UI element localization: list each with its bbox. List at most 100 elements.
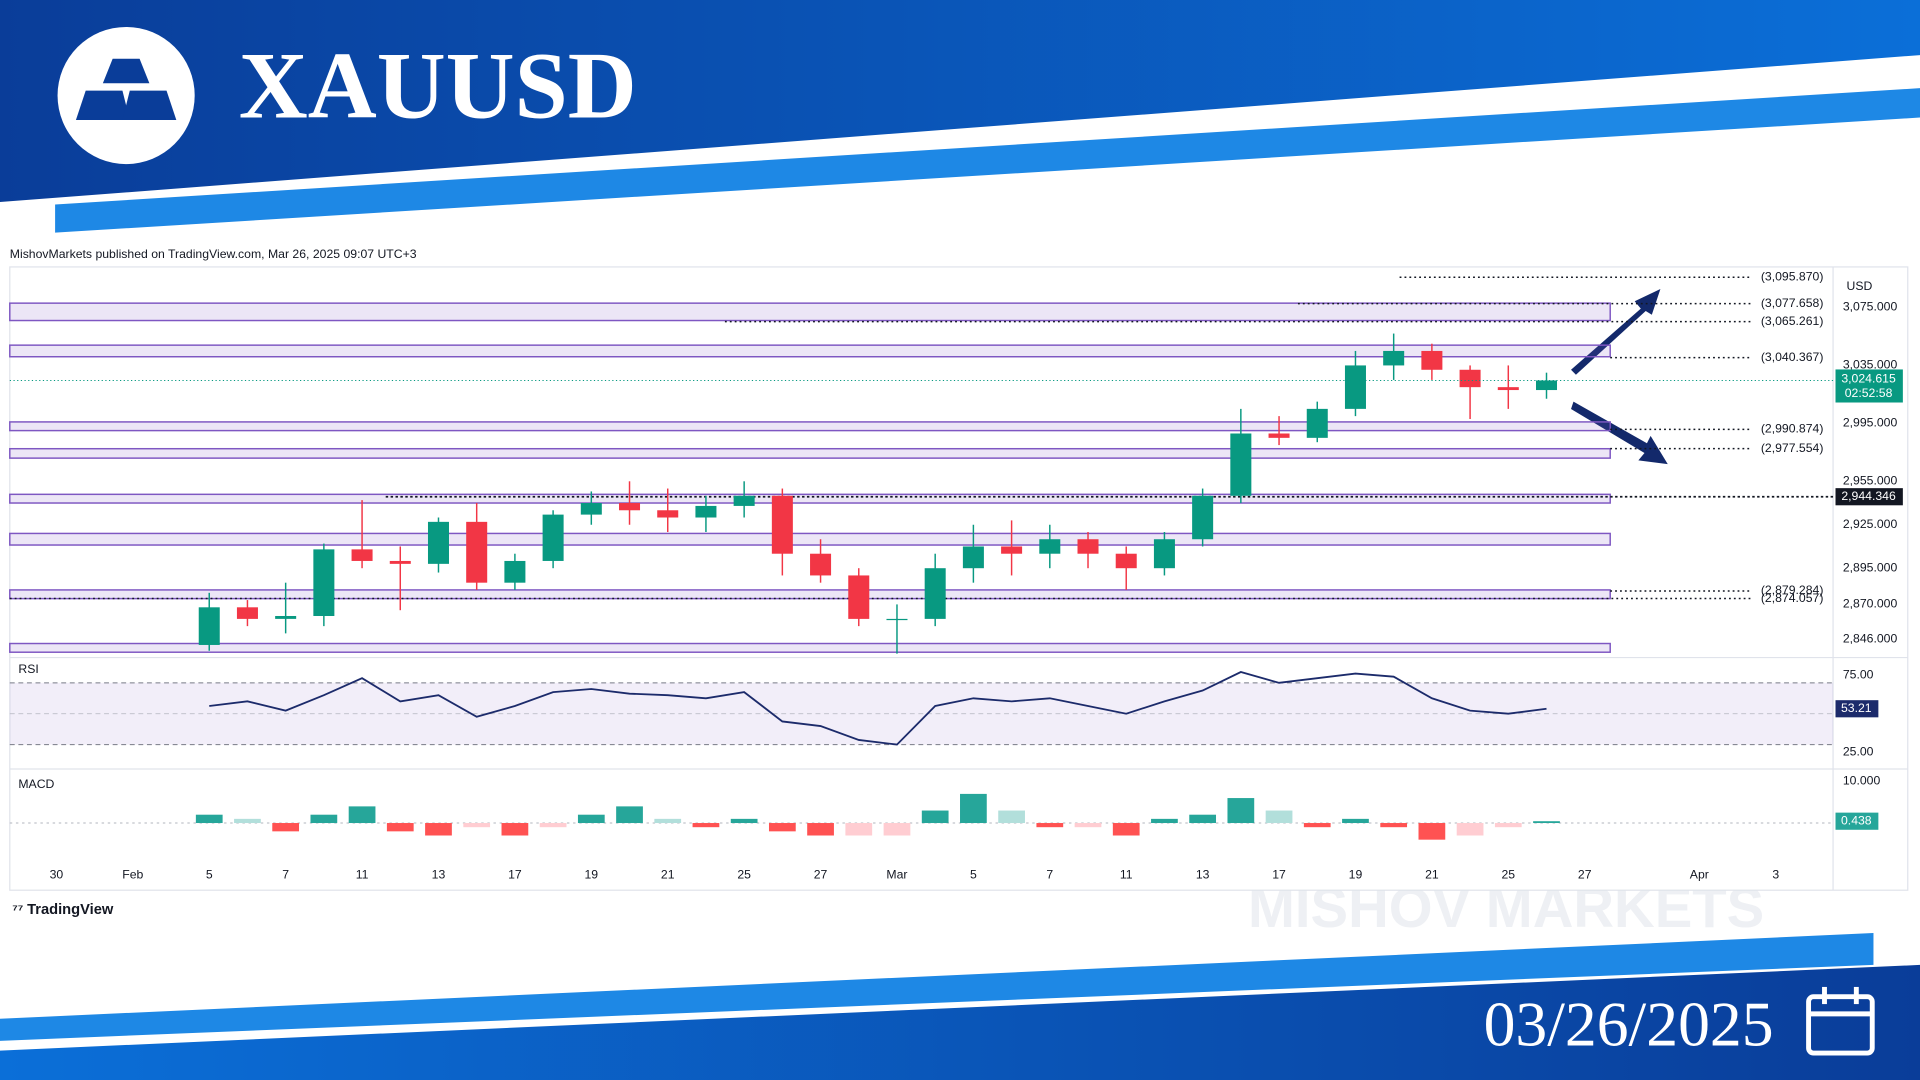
key-level-label: 2,944.346	[1841, 489, 1896, 503]
x-tick-label: 25	[1501, 868, 1515, 882]
brand: ⁷⁷ TradingView	[12, 901, 114, 917]
chart-frame	[9, 266, 1909, 891]
x-tick-label: 19	[585, 868, 599, 882]
candle-body	[313, 549, 335, 616]
y-tick-label: 3,075.000	[1843, 300, 1898, 314]
brand-name: TradingView	[27, 902, 114, 918]
logo	[57, 26, 195, 165]
macd-bar	[1342, 818, 1369, 824]
macd-bar	[1456, 823, 1484, 836]
macd-bar	[1112, 823, 1140, 836]
x-tick-label: 30	[50, 868, 64, 882]
calendar-icon	[1806, 986, 1875, 1056]
macd-bar	[1151, 818, 1178, 824]
level-label: (3,040.367)	[1761, 350, 1824, 364]
candle-body	[542, 514, 564, 561]
x-tick-label: Feb	[122, 868, 143, 882]
rsi-tick-label: 75.00	[1843, 667, 1874, 681]
level-label: (3,095.870)	[1761, 270, 1824, 284]
candle-body	[886, 618, 908, 621]
x-tick-label: 5	[206, 868, 213, 882]
macd-bar	[539, 823, 567, 828]
macd-bar	[654, 818, 682, 824]
macd-bar	[501, 823, 529, 836]
x-tick-label: 11	[356, 868, 369, 882]
x-tick-label: 7	[282, 868, 289, 882]
zone	[9, 642, 1611, 653]
arrow-down	[1571, 401, 1668, 465]
macd-title: MACD	[18, 777, 54, 791]
candle-body	[1001, 546, 1023, 554]
macd-last-label: 0.438	[1841, 813, 1872, 827]
last-price-tag	[1835, 369, 1903, 403]
x-tick-label: 17	[508, 868, 522, 882]
candle-body	[1230, 433, 1252, 496]
macd-bar	[960, 793, 987, 824]
candle-body	[504, 560, 526, 583]
macd-bar	[425, 823, 452, 836]
candle-body	[1383, 350, 1405, 366]
x-tick-label: Apr	[1690, 868, 1709, 882]
x-tick-label: 17	[1272, 868, 1286, 882]
x-tick-label: 19	[1349, 868, 1363, 882]
candle-body	[236, 607, 258, 619]
macd-bar	[616, 806, 643, 824]
macd-bar	[272, 823, 300, 832]
last-price-label: 3,024.615	[1841, 371, 1896, 385]
footer-stripe	[0, 933, 1874, 1041]
candle-body	[1115, 553, 1137, 569]
macd-bar	[692, 823, 720, 828]
x-tick-label: 25	[737, 868, 751, 882]
macd-bar	[1303, 823, 1331, 828]
rsi-last-label: 53.21	[1841, 701, 1872, 715]
y-tick-label: 2,895.000	[1843, 560, 1898, 574]
macd-bar	[348, 806, 376, 824]
macd-bar	[463, 823, 491, 828]
candle-body	[619, 503, 641, 511]
macd-bar	[234, 818, 261, 824]
candle-body	[1497, 387, 1519, 391]
candle-body	[427, 521, 449, 564]
x-tick-label: 13	[1196, 868, 1210, 882]
level-label: (2,990.874)	[1761, 422, 1824, 436]
x-tick-label: 5	[970, 868, 977, 882]
level-label: (3,065.261)	[1761, 314, 1824, 328]
zone	[9, 421, 1611, 432]
rsi-last-tag	[1835, 700, 1879, 718]
currency: USD	[1847, 279, 1873, 293]
rsi-title: RSI	[18, 662, 38, 676]
macd-bar	[310, 814, 338, 824]
candle-body	[1344, 365, 1366, 409]
y-tick-label: 2,955.000	[1843, 474, 1898, 488]
candle-body	[1153, 539, 1175, 569]
candle-body	[924, 568, 946, 619]
y-tick-label: 2,846.000	[1843, 631, 1898, 645]
macd-bar	[1074, 823, 1102, 828]
countdown: 02:52:58	[1845, 386, 1893, 400]
candle-body	[810, 553, 832, 576]
macd-bar	[1189, 814, 1217, 824]
macd-bar	[921, 810, 949, 824]
y-tick-label: 3,035.000	[1843, 358, 1898, 372]
candle-body	[198, 607, 220, 645]
macd-bar	[195, 814, 223, 824]
macd-bar	[1533, 821, 1560, 824]
level-label: (2,977.554)	[1761, 441, 1824, 455]
date: 03/26/2025	[1484, 989, 1774, 1060]
candle-body	[580, 503, 602, 515]
candle-body	[1535, 380, 1558, 391]
x-tick-label: 27	[1578, 868, 1592, 882]
logo-bar	[75, 90, 130, 120]
zone	[9, 447, 1611, 459]
macd-bar	[730, 818, 758, 824]
candle-body	[1039, 539, 1061, 554]
y-tick-label: 2,870.000	[1843, 597, 1898, 611]
level-label: (2,879.284)	[1761, 583, 1824, 597]
macd-bar	[1265, 810, 1293, 824]
macd-bar	[845, 823, 873, 836]
candle-body	[1192, 495, 1214, 540]
x-tick-label: 13	[432, 868, 446, 882]
macd-bar	[386, 823, 414, 832]
key-level-tag	[1835, 488, 1903, 506]
candle-body	[695, 505, 717, 518]
